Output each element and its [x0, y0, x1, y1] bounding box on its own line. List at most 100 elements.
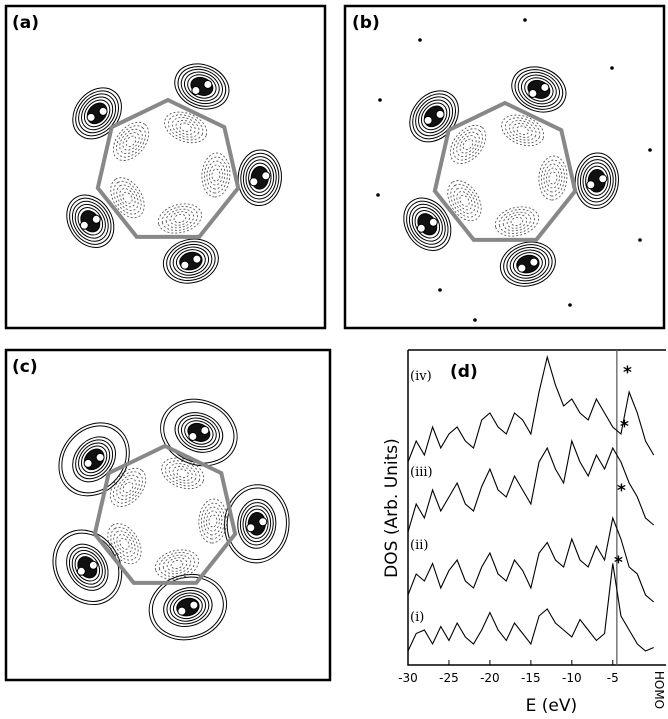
contour: [174, 63, 230, 110]
x-axis-label: E (eV): [526, 696, 578, 716]
dot: [523, 18, 527, 22]
contour: [66, 194, 115, 248]
contour: [198, 498, 228, 544]
contour: [415, 96, 454, 137]
contour: [499, 241, 556, 287]
atom: [177, 606, 187, 616]
contour: [109, 467, 147, 507]
contour: [164, 111, 208, 144]
contour: [420, 102, 448, 131]
atom: [200, 425, 210, 435]
contour: [177, 414, 220, 451]
contour: [406, 200, 449, 248]
contour: [113, 180, 142, 215]
atom: [76, 566, 86, 576]
dot: [568, 303, 572, 307]
contour: [449, 124, 487, 164]
contour: [163, 587, 213, 627]
atom: [428, 217, 438, 227]
contour: [162, 238, 219, 284]
contour: [125, 135, 137, 148]
series-label: (ii): [410, 538, 428, 553]
axes-frame: [407, 350, 666, 666]
contour: [538, 155, 568, 201]
atom: [86, 112, 96, 122]
contour: [453, 187, 476, 214]
contour: [168, 114, 204, 141]
atom: [246, 523, 256, 533]
contour: [172, 595, 203, 620]
dot: [418, 38, 422, 42]
contour: [408, 203, 446, 245]
atom: [249, 177, 259, 187]
contour: [61, 425, 127, 494]
asterisk: *: [620, 417, 629, 437]
contour: [505, 117, 541, 144]
contour: [158, 552, 196, 577]
contour: [447, 180, 482, 222]
contour: [116, 534, 133, 554]
dot: [610, 66, 614, 70]
atom: [258, 517, 268, 527]
atom: [435, 109, 445, 119]
contour: [403, 197, 452, 251]
contour: [503, 244, 553, 284]
contour: [162, 554, 192, 575]
atom: [598, 174, 608, 184]
contour: [418, 99, 451, 134]
contour: [211, 168, 221, 182]
contour: [113, 530, 136, 557]
contour: [113, 471, 143, 504]
dot: [438, 288, 442, 292]
contour: [456, 191, 473, 211]
atom: [540, 82, 550, 92]
contour: [107, 523, 142, 565]
atom: [517, 263, 527, 273]
contour: [184, 420, 214, 445]
contour: [75, 439, 114, 480]
contour: [240, 152, 280, 203]
contour: [172, 246, 210, 276]
contour: [166, 589, 210, 625]
x-tick-label: -5: [607, 671, 619, 685]
dos-curve: [407, 516, 655, 603]
atom: [423, 115, 433, 125]
homo-label: HOMO: [652, 671, 666, 709]
contour: [208, 514, 218, 528]
contour: [119, 537, 130, 550]
contour: [161, 206, 199, 231]
atom: [191, 85, 201, 95]
atom: [79, 220, 89, 230]
contour: [543, 163, 563, 193]
contour: [122, 191, 133, 204]
contour: [511, 66, 567, 113]
contour: [512, 122, 533, 138]
contour: [203, 506, 223, 536]
ring: [432, 100, 578, 242]
contour: [74, 203, 106, 239]
contour: [116, 184, 139, 211]
contour: [68, 546, 106, 588]
atom: [91, 214, 101, 224]
panel-frame: [4, 348, 332, 682]
atom: [83, 458, 93, 468]
x-tick-label: -20: [480, 671, 500, 685]
contour: [501, 114, 545, 147]
contour: [226, 487, 287, 561]
contour: [122, 481, 134, 494]
contour: [165, 208, 195, 229]
contour: [545, 167, 560, 189]
contour: [173, 213, 187, 224]
contour: [548, 171, 558, 185]
panel-label: (b): [352, 13, 380, 33]
contour: [169, 211, 191, 226]
contour: [574, 152, 619, 210]
contour: [112, 121, 150, 161]
contour: [80, 445, 108, 474]
contour: [582, 162, 612, 200]
contour: [237, 149, 282, 207]
contour: [78, 93, 117, 134]
x-tick-label: -30: [398, 671, 418, 685]
series-label: (iv): [410, 369, 432, 384]
contour: [161, 457, 205, 490]
